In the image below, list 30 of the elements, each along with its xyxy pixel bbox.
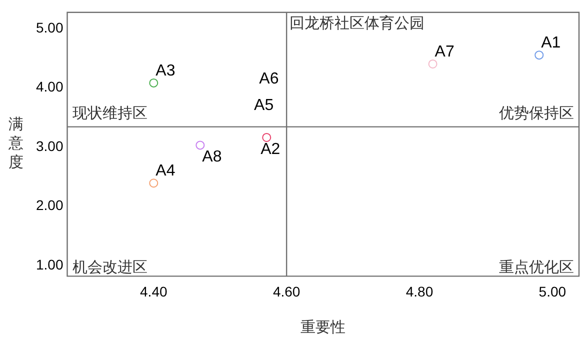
series-label: A2	[260, 140, 280, 158]
x-axis-title: 重要性	[300, 318, 346, 336]
chart-title: 回龙桥社区体育公园	[290, 14, 425, 32]
x-tick-label: 4.40	[140, 283, 168, 300]
y-tick-label: 2.00	[36, 197, 64, 214]
series-label: A3	[156, 62, 176, 80]
point	[149, 178, 158, 188]
annotation: A6	[259, 70, 279, 88]
y-tick-label: 3.00	[36, 138, 64, 154]
y-tick-label: 1.00	[36, 256, 64, 272]
y-tick-label: 5.00	[36, 19, 64, 36]
x-tick-label: 4.60	[272, 283, 300, 300]
series-label: A7	[434, 43, 454, 60]
annotation: A5	[254, 97, 274, 114]
series-label: A4	[156, 162, 176, 180]
point	[262, 132, 272, 142]
annotation: 现状维持区	[72, 104, 148, 122]
point	[196, 140, 205, 150]
point	[149, 78, 158, 88]
annotation: 优势保持区	[498, 104, 574, 122]
x-tick-label: 4.80	[406, 283, 434, 300]
annotation: 机会改进区	[72, 258, 148, 276]
point	[428, 59, 438, 68]
y-axis-title: 满意度	[8, 115, 24, 172]
annotation: 重点优化区	[498, 258, 574, 276]
series-label: A1	[541, 34, 561, 52]
point	[534, 50, 544, 60]
series-label: A8	[202, 148, 222, 166]
x-tick-label: 5.00	[538, 283, 566, 300]
y-tick-label: 4.00	[36, 78, 64, 95]
